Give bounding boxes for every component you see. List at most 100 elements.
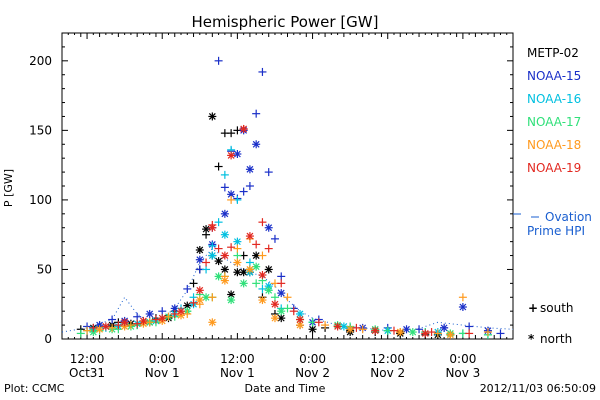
y-axis-label: P [GW] bbox=[2, 169, 15, 207]
point-south-noaa-18 bbox=[227, 195, 236, 204]
point-south-metp-02 bbox=[214, 162, 223, 171]
point-south-noaa-17 bbox=[76, 329, 85, 338]
point-stroke bbox=[277, 314, 285, 322]
point-stroke bbox=[240, 125, 248, 133]
point-south-noaa-16 bbox=[214, 218, 223, 227]
point-north-metp-02 bbox=[214, 257, 223, 266]
point-north-metp-02 bbox=[308, 325, 317, 334]
point-north-noaa-15 bbox=[252, 140, 261, 149]
legend-item-noaa-16: NOAA-16 bbox=[527, 92, 581, 106]
point-south-noaa-19 bbox=[151, 315, 160, 324]
point-south-noaa-16 bbox=[245, 258, 254, 267]
point-north-noaa-15 bbox=[402, 325, 411, 334]
point-north-noaa-19 bbox=[296, 315, 305, 324]
point-stroke bbox=[334, 323, 342, 330]
point-south-noaa-19 bbox=[427, 328, 436, 337]
point-south-noaa-16 bbox=[202, 265, 211, 274]
point-south-noaa-18 bbox=[145, 318, 154, 327]
point-north-noaa-19 bbox=[139, 316, 148, 325]
point-stroke bbox=[440, 324, 448, 332]
north-marker-label: north bbox=[540, 332, 572, 346]
point-north-metp-02 bbox=[252, 251, 261, 260]
point-south-noaa-18 bbox=[208, 293, 217, 302]
legend-item-noaa-19: NOAA-19 bbox=[527, 161, 581, 175]
y-tick-label: 0 bbox=[44, 332, 52, 346]
point-south-noaa-15 bbox=[270, 234, 279, 243]
x-tick-time-label: 0:00 bbox=[149, 352, 176, 366]
point-south-noaa-15 bbox=[108, 315, 117, 324]
plot-area-border bbox=[61, 32, 514, 340]
point-stroke bbox=[221, 252, 229, 259]
point-south-noaa-19 bbox=[202, 258, 211, 267]
point-north-noaa-17 bbox=[408, 328, 417, 337]
point-stroke bbox=[396, 328, 404, 336]
x-tick-time-label: 0:00 bbox=[449, 352, 476, 366]
point-south-noaa-16 bbox=[220, 170, 229, 179]
point-south-noaa-15 bbox=[239, 187, 248, 196]
point-south-noaa-19 bbox=[264, 244, 273, 253]
point-north-noaa-18 bbox=[95, 325, 104, 334]
point-stroke bbox=[196, 286, 204, 294]
point-stroke bbox=[265, 224, 273, 232]
point-stroke bbox=[371, 327, 379, 335]
point-stroke bbox=[208, 252, 216, 259]
point-stroke bbox=[240, 279, 248, 287]
point-south-noaa-18 bbox=[126, 321, 135, 330]
point-stroke bbox=[202, 225, 210, 233]
point-stroke bbox=[296, 316, 304, 323]
point-stroke bbox=[252, 140, 260, 148]
point-stroke bbox=[246, 165, 254, 173]
point-south-noaa-18 bbox=[258, 251, 267, 260]
point-south-metp-02 bbox=[189, 279, 198, 288]
point-north-noaa-19 bbox=[120, 318, 129, 327]
point-north-noaa-17 bbox=[277, 307, 286, 316]
point-south-noaa-18 bbox=[83, 326, 92, 335]
point-south-noaa-18 bbox=[483, 328, 492, 337]
point-north-noaa-15 bbox=[277, 289, 286, 298]
point-north-noaa-18 bbox=[208, 318, 217, 327]
point-north-noaa-19 bbox=[208, 223, 217, 232]
point-south-noaa-18 bbox=[358, 325, 367, 334]
point-north-noaa-16 bbox=[296, 309, 305, 318]
point-south-noaa-15 bbox=[183, 284, 192, 293]
point-north-metp-02 bbox=[208, 112, 217, 121]
legend-item-metp-02: METP-02 bbox=[527, 46, 579, 60]
point-stroke bbox=[146, 310, 154, 318]
point-north-noaa-18 bbox=[446, 330, 455, 339]
point-south-noaa-15 bbox=[245, 182, 254, 190]
point-north-noaa-19 bbox=[227, 151, 236, 160]
point-north-metp-02 bbox=[195, 245, 204, 254]
legend-item-ovation-line1: Ovation bbox=[545, 210, 592, 224]
point-south-noaa-19 bbox=[89, 323, 98, 332]
point-stroke bbox=[140, 317, 147, 325]
y-tick-label: 50 bbox=[37, 262, 52, 276]
point-south-noaa-18 bbox=[283, 293, 292, 302]
point-north-noaa-19 bbox=[333, 322, 342, 331]
point-north-noaa-19 bbox=[270, 300, 279, 309]
point-north-noaa-18 bbox=[258, 296, 267, 305]
point-south-noaa-18 bbox=[233, 244, 242, 253]
point-north-noaa-18 bbox=[346, 325, 355, 334]
x-tick-date-label: Nov 1 bbox=[145, 366, 180, 380]
point-south-noaa-17 bbox=[233, 251, 242, 260]
data-points bbox=[76, 56, 505, 339]
point-north-noaa-18 bbox=[195, 296, 204, 305]
point-south-noaa-18 bbox=[108, 323, 117, 332]
point-stroke bbox=[240, 268, 248, 276]
point-south-noaa-15 bbox=[496, 329, 505, 338]
point-north-noaa-15 bbox=[220, 209, 229, 218]
point-stroke bbox=[233, 259, 241, 266]
point-stroke bbox=[296, 321, 304, 329]
point-north-noaa-19 bbox=[245, 232, 254, 241]
point-south-noaa-19 bbox=[114, 321, 123, 330]
point-north-noaa-17 bbox=[227, 296, 236, 305]
point-north-noaa-15 bbox=[440, 323, 449, 332]
point-stroke bbox=[215, 272, 223, 280]
point-stroke bbox=[208, 318, 216, 326]
point-north-noaa-15 bbox=[458, 303, 467, 312]
point-south-noaa-18 bbox=[458, 293, 467, 302]
point-south-noaa-15 bbox=[415, 325, 424, 334]
point-stroke bbox=[177, 307, 185, 315]
point-stroke bbox=[446, 331, 454, 339]
point-stroke bbox=[227, 291, 235, 298]
